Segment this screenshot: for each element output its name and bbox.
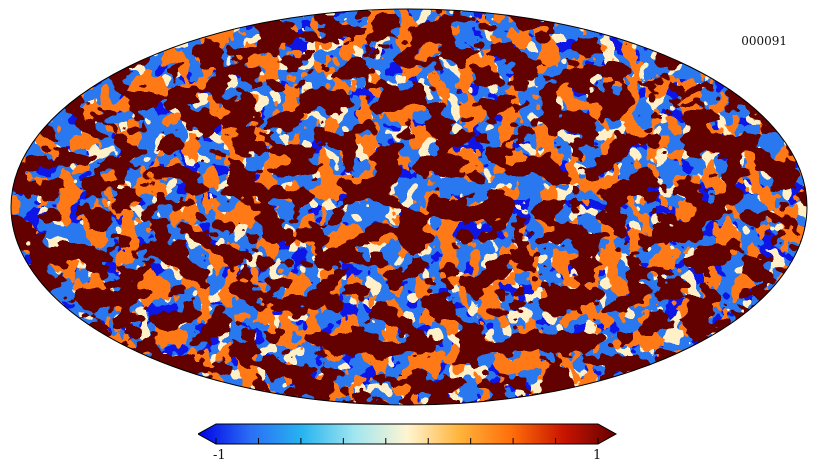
colorbar-body xyxy=(198,423,618,445)
colorbar-max-label: 1 xyxy=(593,448,602,463)
sky-map xyxy=(10,8,808,406)
colorbar-min-label: -1 xyxy=(213,448,226,463)
map-outline xyxy=(10,8,808,406)
colorbar-ticks xyxy=(215,438,599,444)
map-label: 000091 xyxy=(741,34,787,48)
colorbar xyxy=(198,423,618,445)
